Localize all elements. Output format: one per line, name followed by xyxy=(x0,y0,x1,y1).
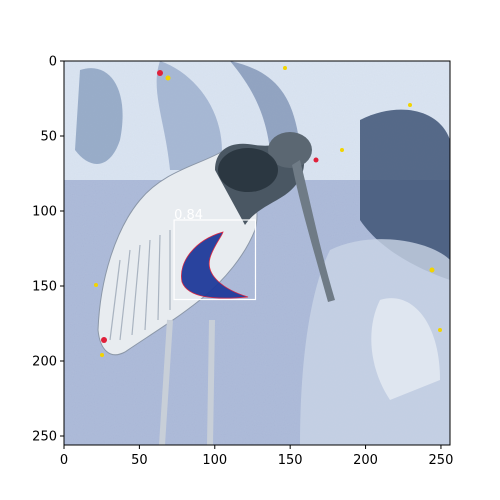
bird-beak xyxy=(292,160,335,302)
y-tick-label: 0 xyxy=(49,55,57,70)
x-tick-label: 0 xyxy=(60,453,68,468)
detection-score-label: 0.84 xyxy=(174,208,203,223)
detection-box xyxy=(173,219,257,301)
y-tick-label: 50 xyxy=(40,130,57,145)
x-axis: 0 50 100 150 200 250 xyxy=(60,445,454,468)
bird-head xyxy=(268,132,312,168)
wing-feathers xyxy=(109,230,171,341)
x-tick-label: 100 xyxy=(202,453,227,468)
axes-frame xyxy=(63,60,451,446)
y-tick-label: 250 xyxy=(32,430,57,445)
background-shape xyxy=(75,68,123,164)
x-tick-label: 150 xyxy=(278,453,303,468)
bird-leg-right xyxy=(207,319,215,445)
color-speckles xyxy=(94,66,442,357)
bird-leg-left xyxy=(159,319,173,445)
y-tick-label: 200 xyxy=(32,355,57,370)
x-tick-label: 50 xyxy=(131,453,148,468)
y-tick-label: 150 xyxy=(32,280,57,295)
y-axis: 0 50 100 150 200 250 xyxy=(32,55,64,445)
x-tick-label: 200 xyxy=(353,453,378,468)
x-tick-label: 250 xyxy=(429,453,454,468)
segmentation-mask xyxy=(181,231,249,299)
image-panel xyxy=(64,61,450,445)
y-tick-label: 100 xyxy=(32,205,57,220)
